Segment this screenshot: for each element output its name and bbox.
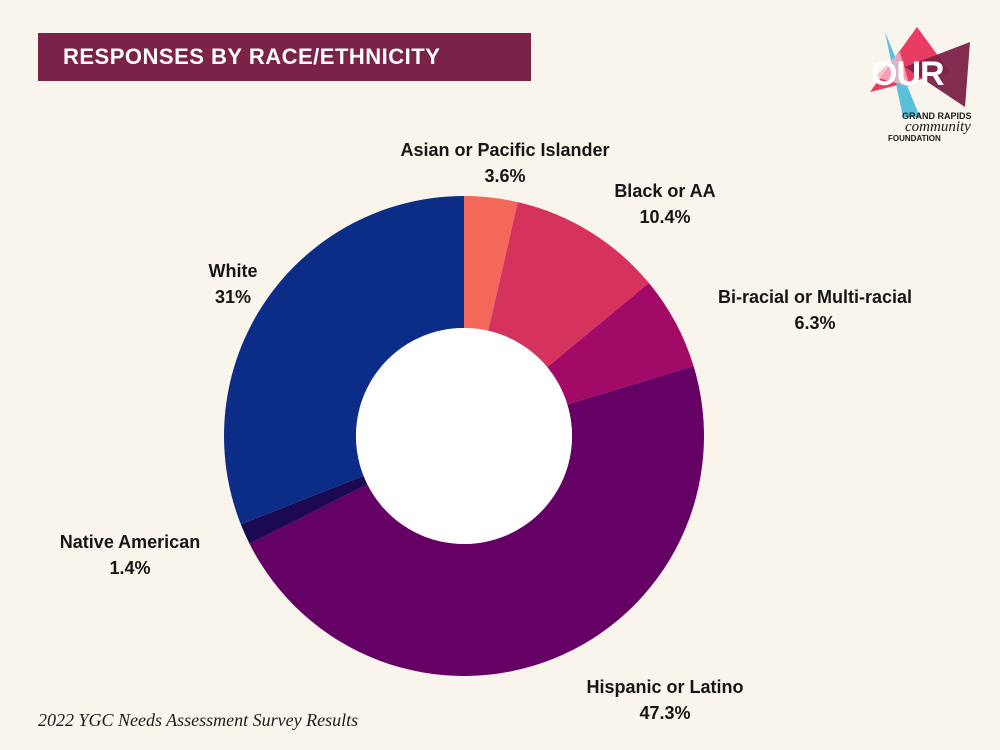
- label-biracial-name: Bi-racial or Multi-racial: [717, 287, 913, 307]
- label-biracial-value: 6.3%: [794, 313, 836, 333]
- label-native-name: Native American: [59, 532, 201, 552]
- label-black-value: 10.4%: [639, 207, 691, 227]
- logo-line-3: FOUNDATION: [888, 134, 941, 143]
- label-black: Black or AA 10.4%: [585, 178, 745, 230]
- chart-title: RESPONSES BY RACE/ETHNICITY: [63, 44, 441, 69]
- donut-hole: [356, 328, 572, 544]
- label-white-name: White: [208, 261, 258, 281]
- logo-word: OUR: [871, 55, 945, 93]
- slice-white: [223, 196, 464, 525]
- footer-source: 2022 YGC Needs Assessment Survey Results: [38, 710, 359, 730]
- logo-line-2: community: [905, 119, 971, 135]
- label-biracial: Bi-racial or Multi-racial 6.3%: [695, 284, 935, 336]
- slice-asian-or-pacific-islander: [464, 196, 518, 331]
- label-hispanic-name: Hispanic or Latino: [586, 677, 744, 697]
- foundation-logo: OUR GRAND RAPIDS community FOUNDATION: [855, 22, 975, 143]
- slice-bi-racial-or-multi-racial: [547, 283, 694, 405]
- label-black-name: Black or AA: [614, 181, 716, 201]
- label-asian-name: Asian or Pacific Islander: [400, 140, 610, 160]
- label-white-value: 31%: [214, 287, 252, 307]
- label-asian-value: 3.6%: [484, 166, 526, 186]
- logo-triangles-icon: [870, 27, 970, 117]
- slice-black-or-aa: [488, 202, 649, 368]
- label-hispanic-value: 47.3%: [639, 703, 691, 723]
- label-asian: Asian or Pacific Islander 3.6%: [385, 137, 625, 189]
- label-native-value: 1.4%: [109, 558, 151, 578]
- title-banner: RESPONSES BY RACE/ETHNICITY: [38, 33, 531, 81]
- logo-line-1: GRAND RAPIDS: [902, 111, 972, 121]
- slice-native-american: [240, 475, 368, 544]
- label-native: Native American 1.4%: [40, 529, 220, 581]
- slice-hispanic-or-latino: [249, 366, 705, 677]
- label-hispanic: Hispanic or Latino 47.3%: [545, 674, 785, 726]
- label-white: White 31%: [183, 258, 283, 310]
